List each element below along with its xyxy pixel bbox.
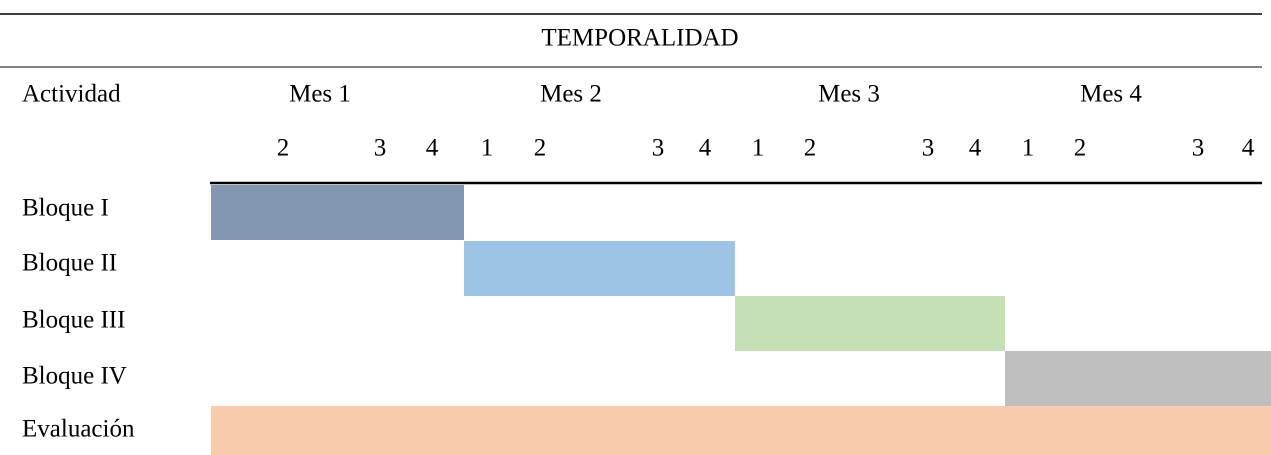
activity-bar xyxy=(464,241,735,296)
week-label: 4 xyxy=(426,135,439,162)
row-label: Bloque I xyxy=(22,195,109,222)
row-label: Bloque III xyxy=(22,307,125,334)
week-label: 1 xyxy=(1022,135,1035,162)
week-label: 2 xyxy=(1074,135,1087,162)
week-label: 2 xyxy=(277,135,290,162)
activity-bar xyxy=(211,406,1271,455)
week-label: 3 xyxy=(374,135,387,162)
column-header: Actividad xyxy=(22,81,121,108)
row-label: Bloque IV xyxy=(22,363,127,390)
month-label: Mes 4 xyxy=(1080,81,1142,108)
week-label: 2 xyxy=(804,135,817,162)
row-label: Evaluación xyxy=(22,416,135,443)
week-label: 3 xyxy=(1192,135,1205,162)
month-label: Mes 1 xyxy=(289,81,351,108)
activity-bar xyxy=(1005,351,1271,406)
week-label: 4 xyxy=(1242,135,1255,162)
week-label: 2 xyxy=(534,135,547,162)
week-label: 4 xyxy=(699,135,712,162)
table-title: TEMPORALIDAD xyxy=(541,25,738,52)
week-label: 1 xyxy=(752,135,765,162)
row-label: Bloque II xyxy=(22,250,117,277)
activity-bar xyxy=(211,185,464,240)
month-label: Mes 2 xyxy=(540,81,602,108)
activity-bar xyxy=(735,296,1005,351)
week-label: 3 xyxy=(652,135,665,162)
week-label: 3 xyxy=(922,135,935,162)
month-label: Mes 3 xyxy=(818,81,880,108)
week-label: 1 xyxy=(481,135,494,162)
week-label: 4 xyxy=(969,135,982,162)
